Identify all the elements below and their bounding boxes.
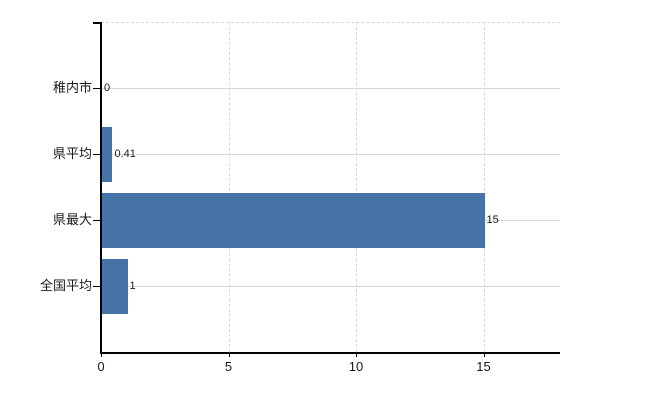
x-tick-mark bbox=[483, 352, 485, 357]
value-label: 0 bbox=[104, 82, 111, 94]
category-label: 稚内市 bbox=[52, 80, 92, 95]
x-gridline bbox=[483, 22, 485, 352]
y-axis-end-tick bbox=[93, 22, 100, 24]
bar bbox=[102, 192, 485, 248]
x-tick-label: 15 bbox=[476, 359, 491, 374]
x-tick-label: 10 bbox=[348, 359, 364, 374]
y-tick-mark bbox=[93, 220, 100, 221]
value-label: 0.41 bbox=[114, 148, 136, 160]
category-label: 県最大 bbox=[52, 212, 92, 227]
x-tick-label: 0 bbox=[97, 359, 105, 374]
y-tick-mark bbox=[93, 286, 100, 287]
y-axis-line bbox=[100, 22, 102, 352]
x-tick-mark bbox=[101, 352, 102, 357]
x-gridline bbox=[228, 22, 230, 352]
x-axis-line bbox=[100, 352, 560, 354]
y-tick-mark bbox=[93, 154, 100, 155]
x-gridline bbox=[356, 22, 357, 352]
value-label: 1 bbox=[129, 280, 136, 292]
category-gridline bbox=[101, 286, 560, 287]
x-tick-label: 5 bbox=[224, 359, 233, 374]
category-label: 全国平均 bbox=[39, 278, 92, 293]
category-label: 県平均 bbox=[52, 146, 92, 161]
x-tick-mark bbox=[356, 352, 357, 357]
plot-top-border bbox=[101, 22, 560, 23]
x-tick-mark bbox=[228, 352, 230, 357]
bar bbox=[102, 258, 128, 314]
category-gridline bbox=[101, 88, 560, 89]
value-label: 15 bbox=[486, 214, 499, 226]
y-tick-mark bbox=[93, 88, 100, 89]
bar bbox=[102, 126, 112, 182]
category-gridline bbox=[101, 154, 560, 155]
